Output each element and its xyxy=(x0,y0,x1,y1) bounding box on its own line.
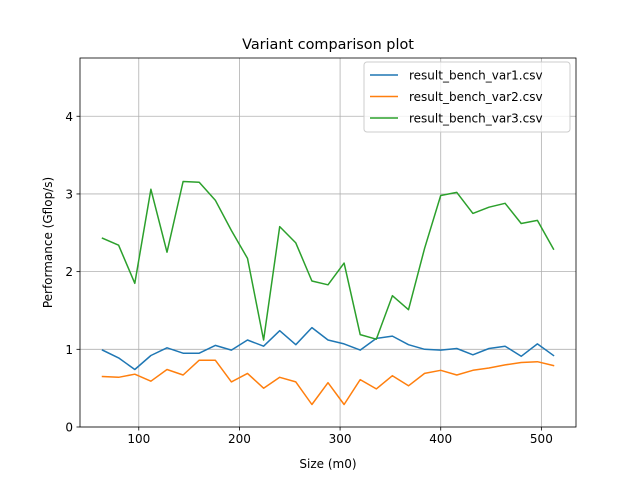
y-axis-ticks: 0 1 2 3 4 xyxy=(65,110,80,435)
legend-label-1: result_bench_var1.csv xyxy=(409,69,543,83)
legend-label-3: result_bench_var3.csv xyxy=(409,112,543,126)
x-axis-ticks: 100 200 300 400 500 xyxy=(127,427,553,446)
x-tick-label: 500 xyxy=(530,432,553,446)
x-axis-label: Size (m0) xyxy=(299,457,356,471)
y-axis-label: Performance (Gflop/s) xyxy=(41,177,55,308)
legend-label-2: result_bench_var2.csv xyxy=(409,90,543,104)
x-tick-label: 300 xyxy=(329,432,352,446)
series-layer xyxy=(101,180,555,406)
series-line-2 xyxy=(101,359,555,406)
legend-box xyxy=(363,61,571,133)
x-tick-label: 100 xyxy=(127,432,150,446)
y-tick-label: 2 xyxy=(65,265,73,279)
x-tick-label: 400 xyxy=(429,432,452,446)
legend: result_bench_var1.csv result_bench_var2.c… xyxy=(363,61,571,133)
series-line-3 xyxy=(101,180,555,341)
y-tick-label: 1 xyxy=(65,343,73,357)
plot-frame xyxy=(79,57,577,428)
y-tick-label: 3 xyxy=(65,187,73,201)
y-tick-label: 4 xyxy=(65,110,73,124)
chart-title: Variant comparison plot xyxy=(242,37,414,53)
x-tick-label: 200 xyxy=(228,432,251,446)
series-line-1 xyxy=(101,326,555,371)
y-tick-label: 0 xyxy=(65,421,73,435)
